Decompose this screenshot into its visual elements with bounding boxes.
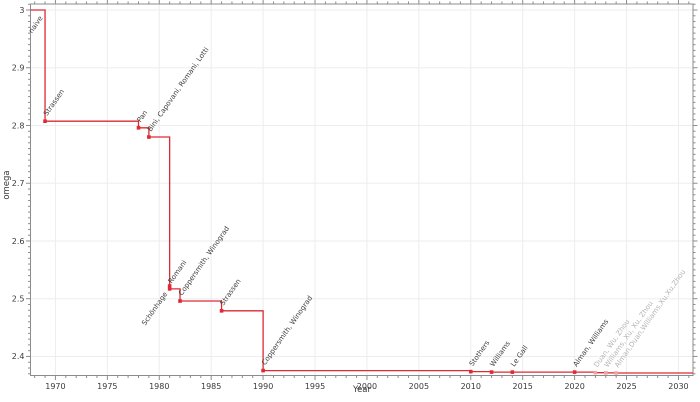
data-point <box>510 370 515 374</box>
x-tick-label: 2020 <box>564 382 584 391</box>
x-tick-label: 2010 <box>461 382 481 391</box>
point-label: Bini, Capovani, Romani, Lotti <box>146 46 211 133</box>
point-label: Schönhage <box>140 291 169 327</box>
data-point <box>572 370 577 374</box>
data-point <box>167 284 172 288</box>
y-tick-label: 2.5 <box>12 295 25 304</box>
x-tick-label: 1990 <box>253 382 273 391</box>
plot-border <box>30 3 694 376</box>
y-tick-label: 2.6 <box>12 237 25 246</box>
data-point <box>489 370 494 374</box>
data-point <box>167 287 172 291</box>
data-point <box>614 371 618 375</box>
x-tick-label: 2015 <box>513 382 533 391</box>
point-label: Strassen <box>219 277 243 306</box>
point-label: naive <box>27 15 45 35</box>
y-tick-label: 2.9 <box>12 64 25 73</box>
data-point <box>43 119 47 124</box>
data-point <box>136 125 141 130</box>
omega-step-line <box>30 9 693 374</box>
y-tick-label: 3 <box>19 6 24 15</box>
y-tick-label: 2.8 <box>12 121 25 130</box>
x-axis-label: Year <box>353 385 371 395</box>
data-point <box>603 371 608 375</box>
point-label: Strassen <box>42 88 66 117</box>
y-axis-label: omega <box>2 170 12 200</box>
x-tick-label: 1975 <box>97 382 117 391</box>
x-tick-label: 2030 <box>668 382 688 391</box>
x-tick-label: 1995 <box>305 382 325 391</box>
point-label: Pan <box>136 109 150 124</box>
x-tick-label: 1970 <box>45 382 65 391</box>
data-point <box>178 299 182 303</box>
point-label: Coppersmith, Winograd <box>177 225 231 297</box>
x-tick-label: 2000 <box>357 382 377 391</box>
y-tick-label: 2.4 <box>12 352 25 361</box>
y-tick-label: 2.7 <box>12 179 25 188</box>
x-tick-label: 1980 <box>149 382 169 391</box>
x-tick-label: 2005 <box>409 382 429 391</box>
data-point <box>593 370 598 375</box>
data-point <box>261 368 265 373</box>
data-point <box>219 309 224 313</box>
point-label: Coppersmith, Winograd <box>260 294 314 366</box>
data-point <box>468 369 473 374</box>
point-label: Williams, Xu, Xu, Zhou <box>603 300 655 369</box>
data-point <box>147 135 151 139</box>
x-tick-label: 1985 <box>201 382 221 391</box>
x-tick-label: 2025 <box>616 382 636 391</box>
